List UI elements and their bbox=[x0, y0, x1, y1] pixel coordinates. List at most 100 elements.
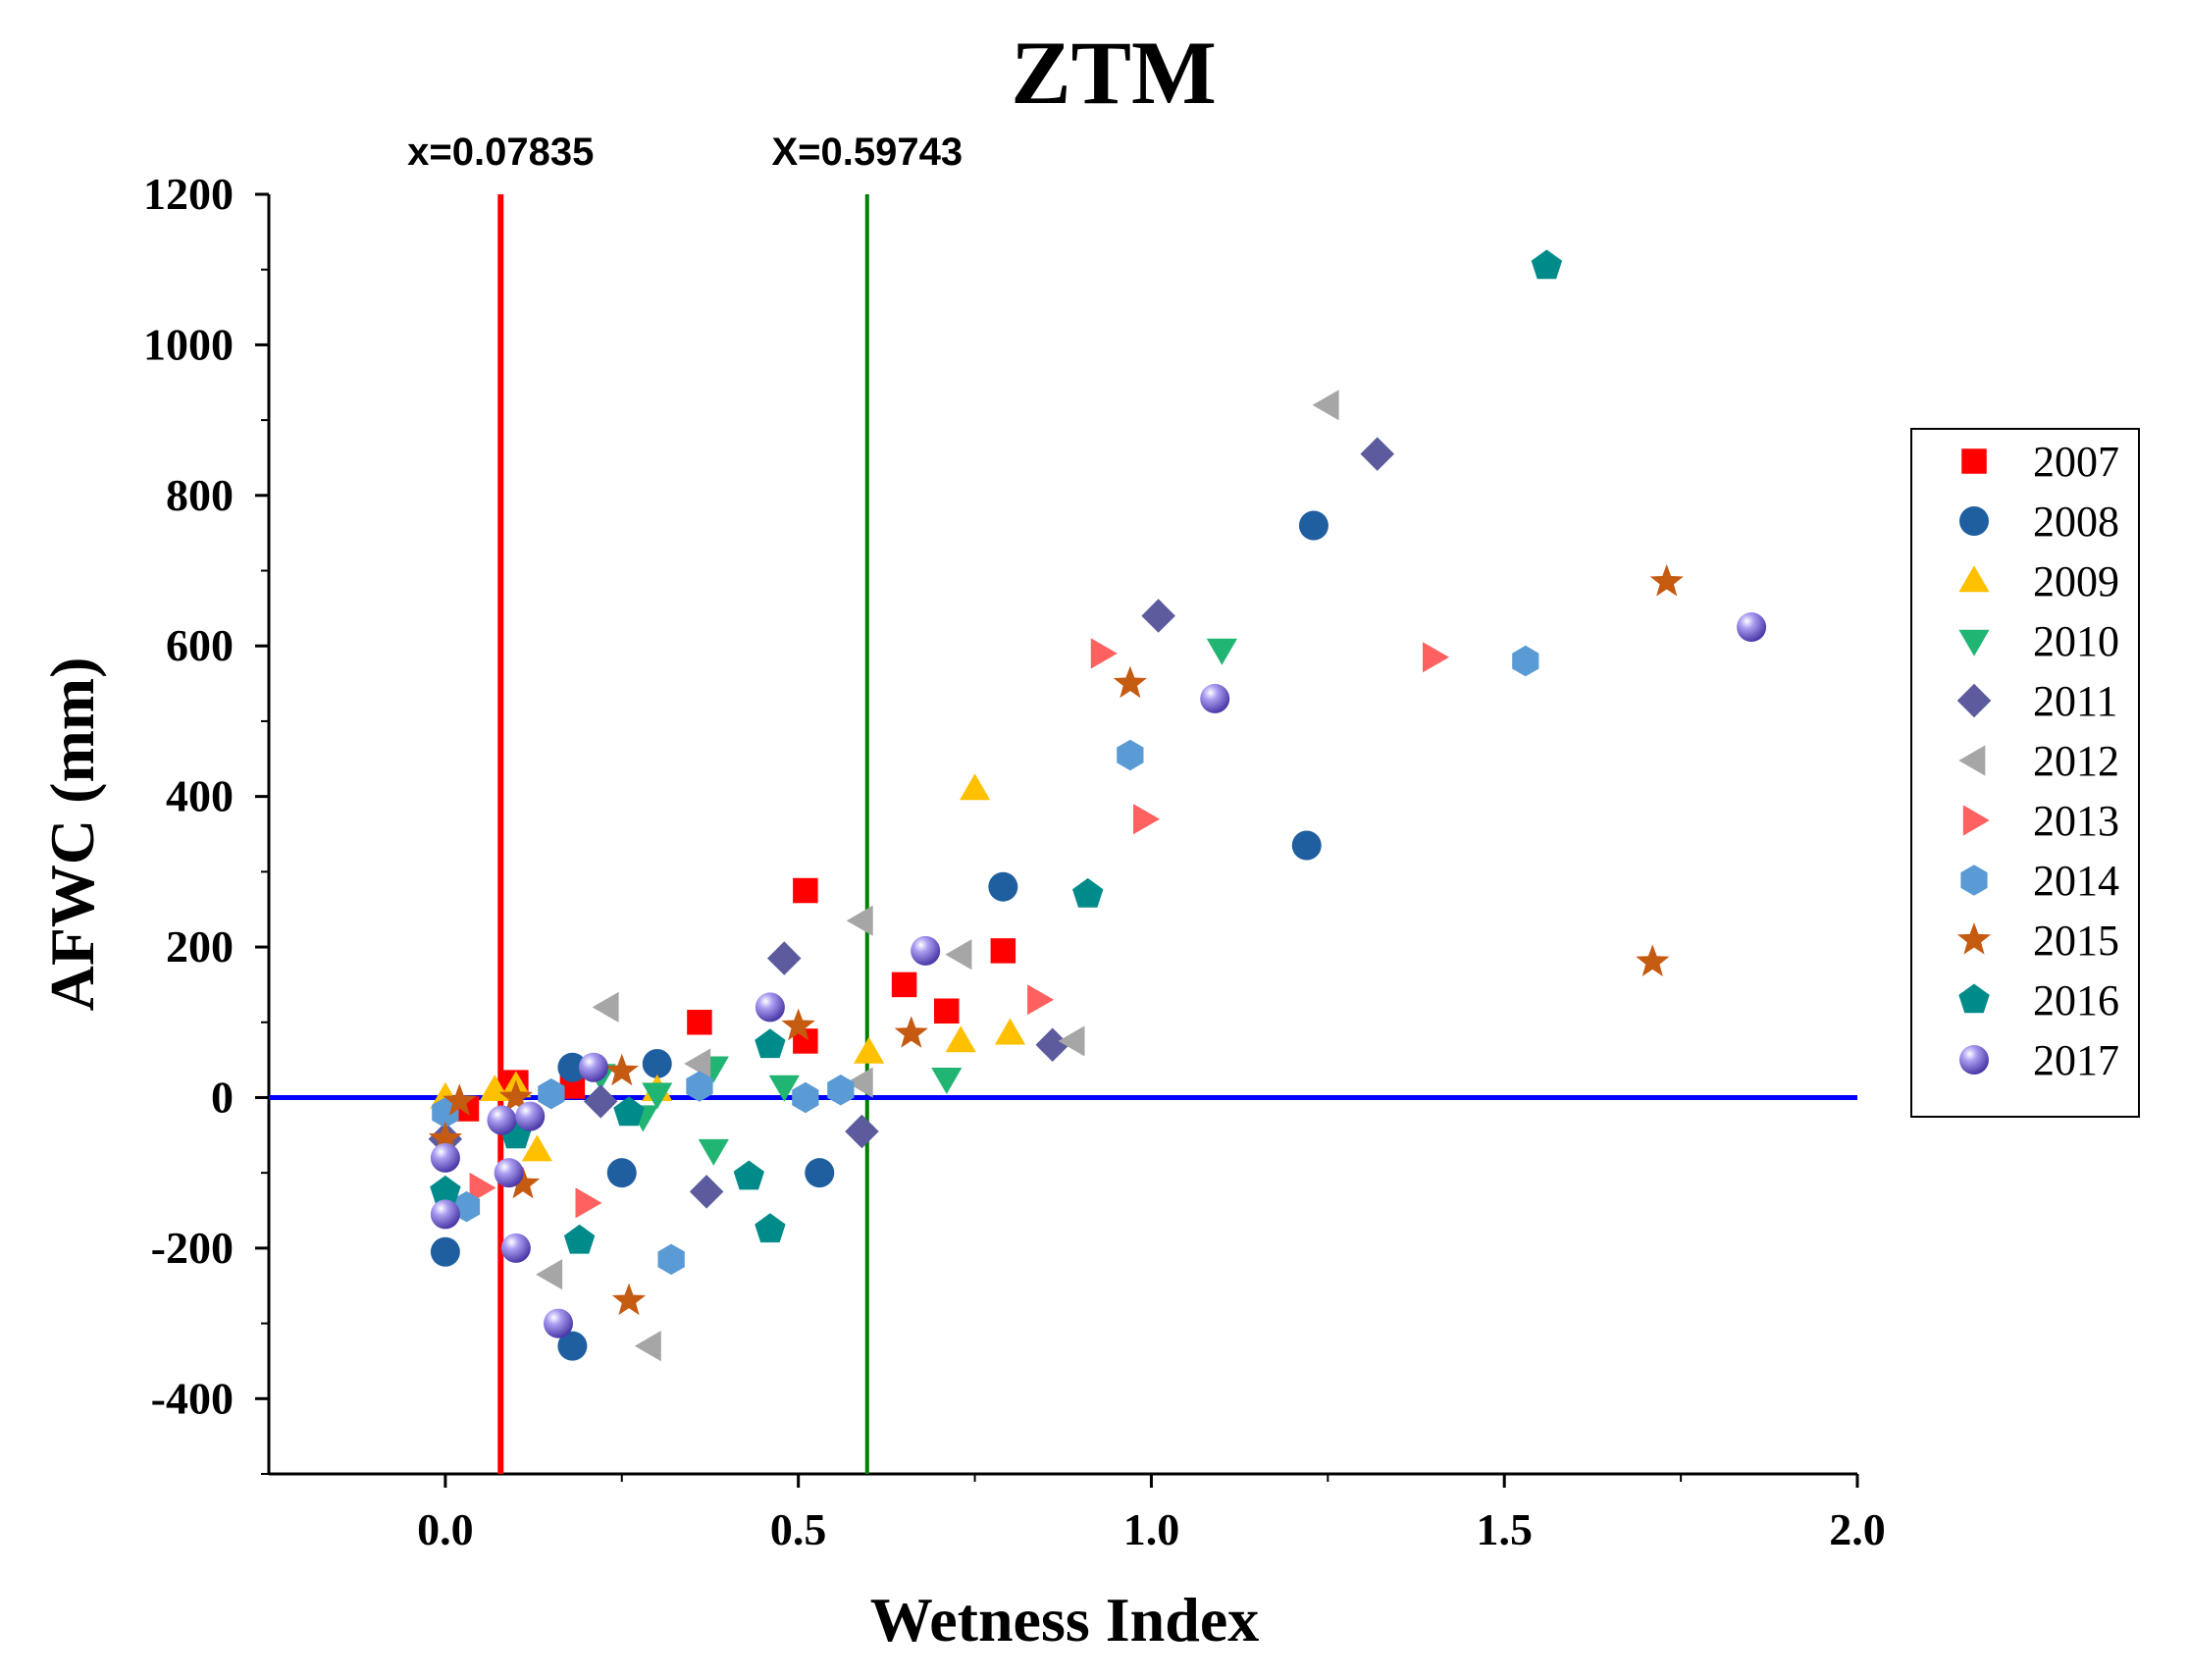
data-point bbox=[793, 877, 818, 904]
legend-label: 2016 bbox=[2033, 976, 2119, 1024]
data-point bbox=[755, 1213, 786, 1243]
data-point bbox=[500, 1233, 531, 1263]
data-point bbox=[642, 1082, 673, 1110]
series-2008 bbox=[430, 510, 1328, 1361]
data-point bbox=[805, 1158, 835, 1188]
data-point bbox=[430, 1236, 460, 1267]
data-point bbox=[1090, 638, 1118, 669]
data-point bbox=[613, 1096, 645, 1127]
data-point bbox=[557, 1052, 588, 1082]
data-point bbox=[1072, 877, 1104, 908]
data-point bbox=[687, 1010, 712, 1035]
data-point bbox=[945, 939, 972, 971]
x-tick-label: 2.0 bbox=[1829, 1504, 1886, 1554]
data-point bbox=[428, 1121, 462, 1154]
data-point bbox=[1058, 1025, 1085, 1057]
data-point bbox=[827, 1075, 855, 1106]
data-point bbox=[1360, 437, 1394, 471]
legend-label: 2015 bbox=[2033, 917, 2119, 965]
data-point bbox=[606, 1158, 637, 1188]
data-point bbox=[469, 1172, 496, 1204]
y-axis-title: AFWC (mm) bbox=[37, 657, 107, 1012]
data-point bbox=[1312, 390, 1339, 421]
data-point bbox=[846, 905, 873, 936]
data-point bbox=[894, 1016, 928, 1048]
data-point bbox=[575, 1187, 602, 1219]
data-point bbox=[1636, 944, 1670, 976]
data-point bbox=[557, 1331, 588, 1361]
data-point bbox=[443, 1083, 477, 1116]
legend-marker bbox=[1958, 629, 1990, 656]
data-point bbox=[604, 1053, 639, 1086]
data-point bbox=[505, 1166, 541, 1199]
data-point bbox=[698, 1138, 729, 1166]
data-point bbox=[578, 1052, 608, 1082]
data-point bbox=[1141, 599, 1175, 633]
legend-marker bbox=[1959, 506, 1989, 536]
data-point bbox=[544, 1308, 574, 1339]
reference-line-label: X=0.59743 bbox=[771, 131, 963, 174]
x-tick-label: 0.5 bbox=[770, 1504, 827, 1554]
data-point bbox=[755, 1028, 786, 1059]
data-point bbox=[583, 1084, 618, 1119]
data-point bbox=[430, 1142, 460, 1173]
legend-marker bbox=[1956, 922, 1992, 955]
series-2017 bbox=[430, 612, 1767, 1339]
legend-marker bbox=[1958, 565, 1990, 593]
data-point bbox=[1035, 1027, 1069, 1062]
data-point bbox=[911, 935, 941, 966]
y-tick-label: -200 bbox=[151, 1223, 234, 1273]
data-point bbox=[854, 1036, 885, 1064]
reference-line-label: x=0.07835 bbox=[407, 131, 594, 174]
data-point bbox=[642, 1048, 672, 1078]
data-point bbox=[536, 1259, 563, 1290]
data-point bbox=[945, 1025, 976, 1053]
legend: 2007 2008 2009 2010 2011 2012 2013 2014 2015 2016… bbox=[1910, 428, 2140, 1118]
series-2012 bbox=[536, 390, 1339, 1362]
y-tick-label: 200 bbox=[166, 921, 234, 971]
data-point bbox=[994, 1018, 1026, 1045]
y-tick-label: 0 bbox=[211, 1072, 234, 1122]
legend-marker bbox=[1962, 805, 1990, 836]
legend-label: 2013 bbox=[2033, 797, 2119, 845]
legend-marker bbox=[1956, 683, 1992, 718]
legend-marker bbox=[1958, 983, 1990, 1014]
data-point bbox=[563, 1224, 596, 1254]
data-point bbox=[1133, 804, 1160, 835]
data-point bbox=[521, 1134, 552, 1162]
data-point bbox=[1512, 645, 1539, 677]
legend-marker bbox=[1960, 865, 1988, 896]
data-point bbox=[1423, 642, 1449, 673]
data-point bbox=[515, 1101, 546, 1131]
data-point bbox=[498, 1079, 533, 1112]
data-point bbox=[1291, 830, 1322, 861]
data-point bbox=[430, 1199, 460, 1230]
series-2007 bbox=[453, 877, 1016, 1122]
series-2015 bbox=[428, 564, 1684, 1316]
legend-label: 2014 bbox=[2033, 857, 2119, 905]
y-tick-label: -400 bbox=[151, 1373, 234, 1423]
data-point bbox=[487, 1105, 517, 1135]
data-point bbox=[686, 1071, 713, 1102]
y-tick-label: 1000 bbox=[143, 319, 234, 369]
data-point bbox=[990, 938, 1016, 964]
x-tick-label: 1.5 bbox=[1476, 1504, 1533, 1554]
data-point bbox=[1737, 612, 1767, 643]
data-point bbox=[1206, 638, 1237, 665]
legend-marker bbox=[1959, 1045, 1989, 1075]
data-point bbox=[767, 941, 802, 975]
data-point bbox=[768, 1075, 800, 1102]
legend-label: 2012 bbox=[2033, 737, 2119, 785]
data-point bbox=[960, 773, 991, 801]
data-point bbox=[931, 1068, 963, 1094]
x-tick-label: 1.0 bbox=[1123, 1504, 1180, 1554]
legend-label: 2017 bbox=[2033, 1036, 2119, 1084]
chart-title: ZTM bbox=[1011, 23, 1217, 123]
legend-label: 2009 bbox=[2033, 557, 2119, 605]
data-point bbox=[430, 1175, 461, 1205]
series-2013 bbox=[469, 638, 1449, 1219]
data-point bbox=[684, 1048, 711, 1079]
data-point bbox=[781, 1008, 815, 1041]
legend-label: 2007 bbox=[2033, 438, 2119, 486]
